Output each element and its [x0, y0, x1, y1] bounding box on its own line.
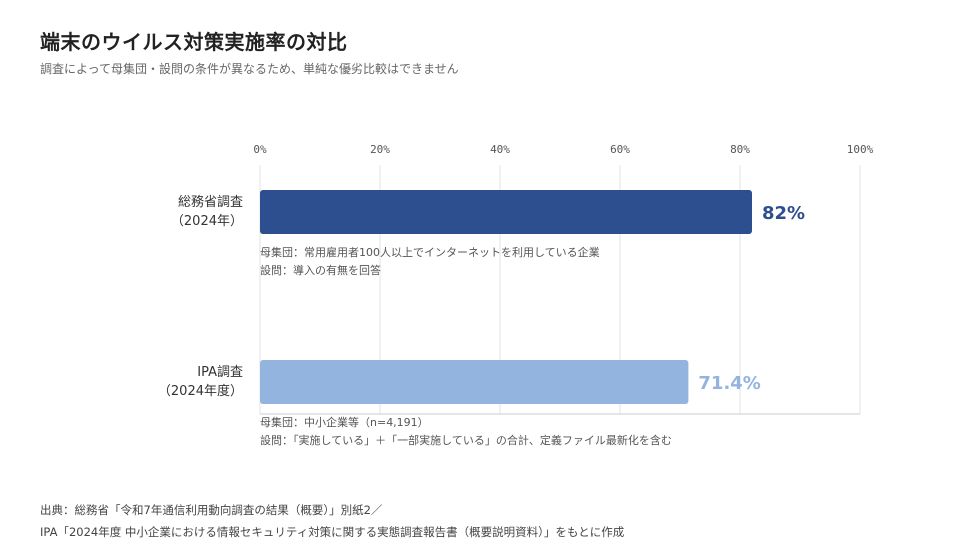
category-sublabel: （2024年） [171, 214, 243, 229]
chart-subtitle: 調査によって母集団・設問の条件が異なるため、単純な優劣比較はできません [40, 62, 459, 76]
x-tick-label: 80% [730, 143, 750, 156]
question-note: 設問：「実施している」＋「一部実施している」の合計、定義ファイル最新化を含む [260, 433, 672, 447]
x-tick-label: 100% [847, 143, 874, 156]
category-sublabel: （2024年度） [158, 383, 243, 399]
question-note: 設問：導入の有無を回答 [260, 263, 381, 277]
x-tick-label: 60% [610, 143, 630, 156]
x-tick-label: 20% [370, 143, 390, 156]
population-note: 母集団：常用雇用者100人以上でインターネットを利用している企業 [260, 245, 600, 259]
bar-chart: 0% 20% 40% 60% 80% 100% 総務省調査 （2024年） 82% 母集団：常用… [158, 143, 874, 447]
population-note: 母集団：中小企業等（n=4,191） [260, 415, 429, 429]
bar [260, 360, 689, 404]
source-line-1: 出典：総務省「令和7年通信利用動向調査の結果（概要）」別紙2／ [40, 503, 383, 517]
x-tick-label: 40% [490, 143, 510, 156]
bars: 総務省調査 （2024年） 82% 母集団：常用雇用者100人以上でインターネットを利… [158, 190, 805, 447]
bar [260, 190, 752, 234]
category-label: 総務省調査 [178, 195, 243, 210]
category-label: IPA調査 [197, 365, 243, 380]
data-label: 71.4% [698, 373, 760, 394]
chart-title: 端末のウイルス対策実施率の対比 [40, 30, 348, 54]
source-line-2: IPA「2024年度 中小企業における情報セキュリティ対策に関する実態調査報告書… [40, 525, 625, 539]
x-tick-label: 0% [253, 143, 267, 156]
x-tick-labels: 0% 20% 40% 60% 80% 100% [253, 143, 873, 156]
data-label: 82% [762, 203, 805, 224]
